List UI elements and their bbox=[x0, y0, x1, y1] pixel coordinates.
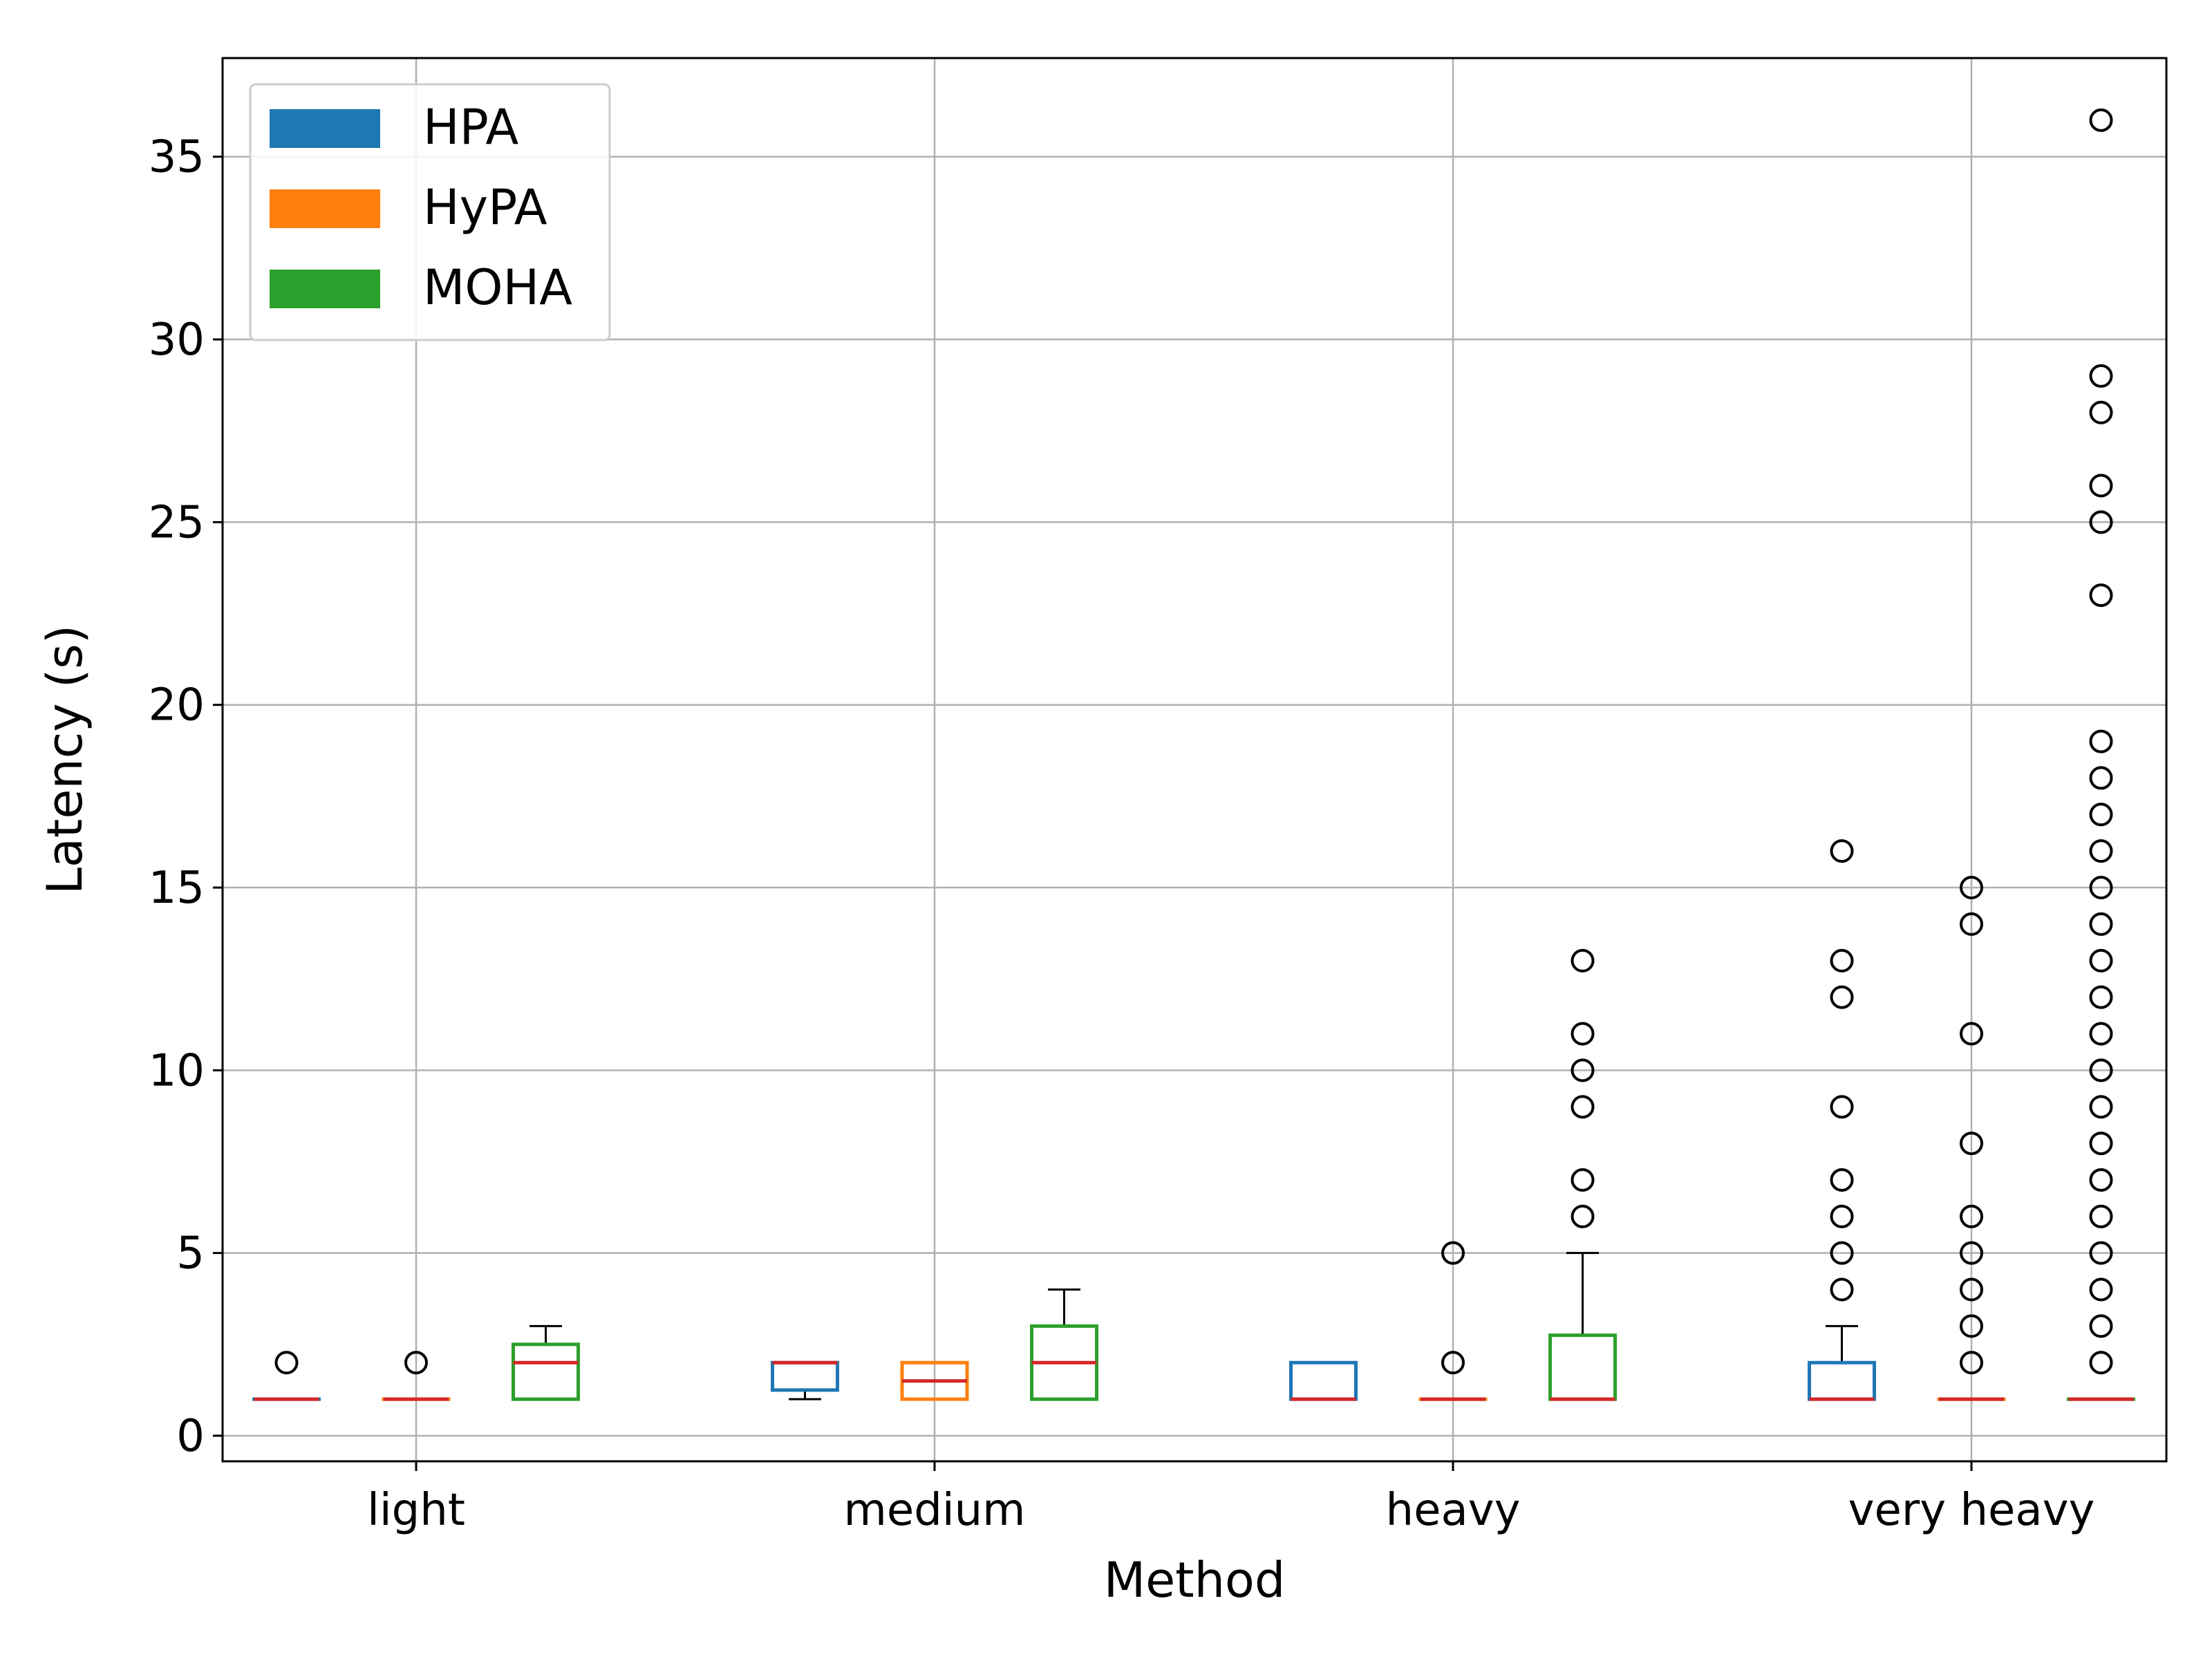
outlier-point bbox=[2089, 474, 2113, 498]
outlier-point bbox=[1571, 1204, 1595, 1228]
box-moha-light bbox=[512, 1324, 580, 1401]
outlier-point bbox=[1571, 1022, 1595, 1046]
outlier-point bbox=[404, 1351, 428, 1375]
outlier-point bbox=[1571, 1095, 1595, 1119]
outlier-point bbox=[1960, 1241, 1983, 1265]
box-moha-very-heavy bbox=[2067, 108, 2135, 1401]
outlier-point bbox=[1830, 1095, 1854, 1119]
outlier-point bbox=[2089, 364, 2113, 388]
box-hpa-heavy bbox=[1289, 1360, 1358, 1401]
box-hypa-medium bbox=[900, 1360, 969, 1401]
box-iqr bbox=[512, 1342, 580, 1401]
box-hypa-light bbox=[382, 1351, 451, 1401]
outlier-point bbox=[2089, 1204, 2113, 1228]
axis-ticks: 0 5 10 15 20 25 30 35 light medium heavy very heavy bbox=[149, 132, 2095, 1536]
legend-label-hypa: HyPA bbox=[423, 179, 547, 236]
y-tick-label: 25 bbox=[149, 497, 205, 548]
outlier-point bbox=[1830, 1277, 1854, 1302]
outlier-point bbox=[2089, 400, 2113, 424]
plot-frame bbox=[221, 57, 2168, 1463]
outlier-point bbox=[1960, 1314, 1983, 1338]
outlier-point bbox=[2089, 729, 2113, 753]
outlier-point bbox=[2089, 985, 2113, 1009]
outlier-point bbox=[1960, 1351, 1983, 1375]
outlier-point bbox=[1830, 1204, 1854, 1228]
legend: HPA HyPA MOHA bbox=[249, 83, 611, 341]
outlier-point bbox=[1830, 839, 1854, 863]
x-tick-label: medium bbox=[843, 1485, 1025, 1536]
box-hypa-very-heavy bbox=[1937, 876, 2006, 1401]
outlier-point bbox=[2089, 1277, 2113, 1302]
outlier-point bbox=[2089, 1241, 2113, 1265]
outlier-point bbox=[2089, 1351, 2113, 1375]
outlier-point bbox=[2089, 1058, 2113, 1082]
legend-swatch-hypa bbox=[270, 189, 380, 228]
outlier-point bbox=[1571, 1168, 1595, 1192]
outlier-point bbox=[1960, 876, 1983, 900]
y-tick-label: 5 bbox=[176, 1228, 205, 1280]
legend-label-hpa: HPA bbox=[423, 99, 518, 156]
x-tick-label: heavy bbox=[1386, 1485, 1521, 1536]
y-tick-label: 35 bbox=[149, 132, 205, 183]
outlier-point bbox=[1441, 1351, 1465, 1375]
outlier-point bbox=[2089, 912, 2113, 936]
outlier-point bbox=[1960, 1132, 1983, 1156]
legend-label-moha: MOHA bbox=[423, 259, 572, 316]
x-tick-label: light bbox=[367, 1485, 465, 1536]
outlier-point bbox=[1960, 1277, 1983, 1302]
y-tick-label: 10 bbox=[149, 1045, 205, 1096]
outlier-point bbox=[1441, 1241, 1465, 1265]
outlier-point bbox=[2089, 583, 2113, 608]
outlier-point bbox=[1960, 912, 1983, 936]
outlier-point bbox=[1830, 1168, 1854, 1192]
outlier-point bbox=[1960, 1022, 1983, 1046]
outlier-point bbox=[2089, 1022, 2113, 1046]
y-axis-title: Latency (s) bbox=[37, 625, 93, 894]
box-hpa-medium bbox=[771, 1360, 839, 1400]
y-tick-label: 15 bbox=[149, 863, 205, 914]
outlier-point bbox=[1960, 1204, 1983, 1228]
outlier-point bbox=[2089, 1314, 2113, 1338]
box-moha-heavy bbox=[1548, 948, 1617, 1401]
y-tick-label: 30 bbox=[149, 315, 205, 366]
x-axis-title: Method bbox=[1104, 1552, 1286, 1609]
box-moha-medium bbox=[1030, 1288, 1098, 1401]
legend-swatch-hpa bbox=[270, 109, 380, 148]
outlier-point bbox=[2089, 510, 2113, 534]
box-hpa-very-heavy bbox=[1808, 839, 1876, 1401]
x-tick-label: very heavy bbox=[1848, 1485, 2095, 1536]
outlier-point bbox=[1571, 948, 1595, 973]
outlier-point bbox=[2089, 948, 2113, 973]
y-tick-label: 20 bbox=[149, 680, 205, 731]
box-hpa-light bbox=[252, 1351, 321, 1401]
outlier-point bbox=[2089, 1168, 2113, 1192]
outlier-point bbox=[2089, 803, 2113, 827]
box-hypa-heavy bbox=[1418, 1241, 1488, 1401]
outlier-point bbox=[1830, 985, 1854, 1009]
legend-swatch-moha bbox=[270, 270, 380, 308]
outlier-point bbox=[2089, 108, 2113, 132]
box-plots bbox=[252, 108, 2135, 1401]
outlier-point bbox=[274, 1351, 299, 1375]
outlier-point bbox=[2089, 1132, 2113, 1156]
y-tick-label: 0 bbox=[176, 1411, 205, 1462]
outlier-point bbox=[1571, 1058, 1595, 1082]
outlier-point bbox=[2089, 839, 2113, 863]
outlier-point bbox=[2089, 1095, 2113, 1119]
outlier-point bbox=[1830, 1241, 1854, 1265]
outlier-point bbox=[2089, 766, 2113, 790]
outlier-point bbox=[2089, 876, 2113, 900]
outlier-point bbox=[1830, 948, 1854, 973]
